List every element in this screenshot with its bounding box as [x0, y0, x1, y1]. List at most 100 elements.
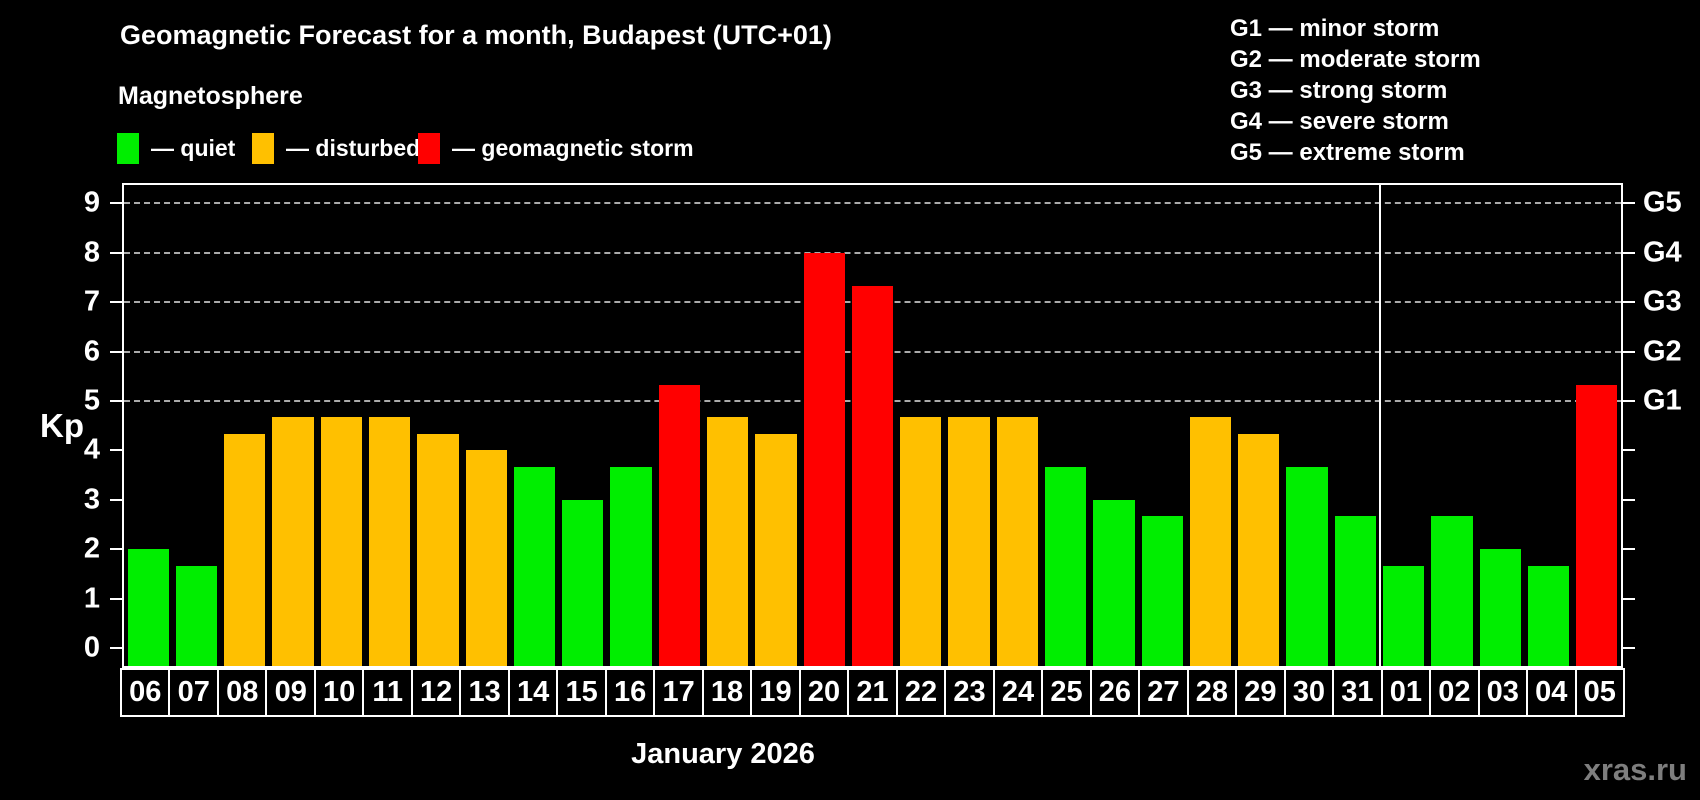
- kp-bar-day-25: [1045, 466, 1087, 666]
- y-axis-tick-label: 2: [83, 532, 100, 565]
- day-label-cell-20: 20: [801, 670, 850, 715]
- day-label-cell-25: 25: [1043, 670, 1092, 715]
- g-scale-legend: G1 — minor storm G2 — moderate storm G3 — …: [1230, 13, 1481, 168]
- day-label-cell-27: 27: [1140, 670, 1189, 715]
- day-label-cell-14: 14: [510, 670, 559, 715]
- day-label-cell-31: 31: [1334, 670, 1383, 715]
- y-axis-tick: [110, 301, 122, 304]
- kp-bar-day-01: [1383, 565, 1425, 666]
- month-separator-line: [1378, 185, 1381, 666]
- kp-bar-day-03: [1479, 549, 1521, 666]
- y-axis-tick: [110, 647, 122, 649]
- kp-bar-day-31: [1334, 516, 1377, 666]
- kp-bar-day-13: [465, 450, 507, 666]
- day-label-cell-11: 11: [364, 670, 413, 715]
- gridline-kp9: [124, 202, 1621, 205]
- day-label-cell-18: 18: [704, 670, 753, 715]
- g-legend-line: G5 — extreme storm: [1230, 139, 1465, 166]
- y-axis-tick: [110, 350, 122, 353]
- day-label-cell-09: 09: [267, 670, 316, 715]
- right-axis-tick: [1623, 449, 1635, 452]
- day-label-cell-15: 15: [558, 670, 607, 715]
- right-axis-tick: [1623, 301, 1635, 304]
- day-label-cell-23: 23: [946, 670, 995, 715]
- plot-area: [122, 183, 1623, 668]
- kp-bar-day-27: [1141, 516, 1183, 666]
- g-legend-line: G4 — severe storm: [1230, 108, 1449, 135]
- day-label-cell-06: 06: [122, 670, 171, 715]
- g-level-label-G2: G2: [1643, 335, 1682, 368]
- kp-bar-day-08: [224, 434, 266, 666]
- kp-bar-day-11: [368, 417, 411, 666]
- day-label-cell-03: 03: [1480, 670, 1529, 715]
- kp-bar-day-19: [755, 434, 797, 666]
- kp-bar-day-17: [658, 384, 700, 666]
- kp-bar-day-10: [320, 417, 362, 666]
- y-axis-tick: [110, 548, 122, 551]
- day-label-cell-19: 19: [752, 670, 801, 715]
- legend-item-disturbed: — disturbed: [252, 132, 420, 164]
- chart-title: Geomagnetic Forecast for a month, Budape…: [120, 20, 832, 50]
- day-label-cell-21: 21: [849, 670, 898, 715]
- day-label-cell-26: 26: [1092, 670, 1141, 715]
- day-label-cell-10: 10: [316, 670, 365, 715]
- y-axis-tick: [110, 251, 122, 254]
- y-axis-tick-label: 3: [83, 483, 100, 516]
- g-level-label-G5: G5: [1643, 186, 1682, 219]
- legend-label-storm: — geomagnetic storm: [452, 134, 694, 161]
- legend-item-storm: — geomagnetic storm: [418, 132, 694, 164]
- kp-bar-day-12: [417, 434, 459, 666]
- kp-bar-day-15: [562, 499, 604, 666]
- y-axis-tick-label: 8: [83, 236, 100, 269]
- x-axis-day-labels: 06 07 08 09 10 11 12 13 14 15 16 17 18 19 20 21 22 23 24 25…: [120, 668, 1625, 717]
- kp-bar-day-29: [1238, 434, 1280, 666]
- g-level-label-G1: G1: [1643, 384, 1682, 417]
- right-axis-tick: [1623, 350, 1635, 353]
- kp-bar-day-30: [1286, 466, 1328, 666]
- kp-bar-day-23: [948, 417, 990, 666]
- kp-bar-day-28: [1189, 417, 1232, 666]
- y-axis-tick: [110, 202, 122, 205]
- kp-bar-day-24: [996, 417, 1038, 666]
- watermark: xras.ru: [1583, 752, 1687, 787]
- g-level-label-G4: G4: [1643, 236, 1682, 269]
- kp-bar-day-06: [127, 549, 169, 666]
- kp-bar-day-22: [900, 417, 942, 666]
- day-label-cell-07: 07: [170, 670, 219, 715]
- right-axis-tick: [1623, 548, 1635, 551]
- y-axis-tick-label: 6: [83, 335, 100, 368]
- magnetosphere-subtitle: Magnetosphere: [118, 82, 303, 110]
- y-axis-tick-label: 9: [83, 186, 100, 219]
- right-axis-tick: [1623, 498, 1635, 501]
- month-label: January 2026: [631, 738, 815, 770]
- y-axis-tick: [110, 498, 122, 501]
- kp-bar-day-14: [513, 466, 556, 666]
- kp-bar-day-18: [706, 417, 749, 666]
- right-axis-tick: [1623, 647, 1635, 649]
- day-label-cell-17: 17: [655, 670, 704, 715]
- legend-label-quiet: — quiet: [151, 134, 236, 161]
- day-label-cell-08: 08: [219, 670, 268, 715]
- right-axis-tick: [1623, 251, 1635, 254]
- day-label-cell-29: 29: [1237, 670, 1286, 715]
- day-label-cell-22: 22: [898, 670, 947, 715]
- disturbed-color-swatch: [252, 132, 274, 164]
- kp-bar-day-04: [1527, 565, 1570, 666]
- y-axis-tick-label: 4: [83, 433, 100, 466]
- legend-item-quiet: — quiet: [117, 132, 235, 164]
- legend-label-disturbed: — disturbed: [286, 134, 421, 161]
- y-axis-tick-label: 1: [83, 582, 100, 615]
- day-label-cell-24: 24: [995, 670, 1044, 715]
- day-label-cell-01: 01: [1383, 670, 1432, 715]
- g-legend-line: G2 — moderate storm: [1230, 46, 1481, 73]
- kp-bar-day-02: [1431, 516, 1473, 666]
- y-axis-tick: [110, 449, 122, 452]
- kp-bar-day-21: [851, 285, 894, 666]
- quiet-color-swatch: [117, 132, 139, 164]
- g-level-label-G3: G3: [1643, 285, 1682, 318]
- y-axis-tick: [110, 400, 122, 402]
- g-legend-line: G1 — minor storm: [1230, 15, 1440, 42]
- day-label-cell-05: 05: [1583, 676, 1616, 708]
- day-label-cell-02: 02: [1431, 670, 1480, 715]
- day-label-cell-12: 12: [413, 670, 462, 715]
